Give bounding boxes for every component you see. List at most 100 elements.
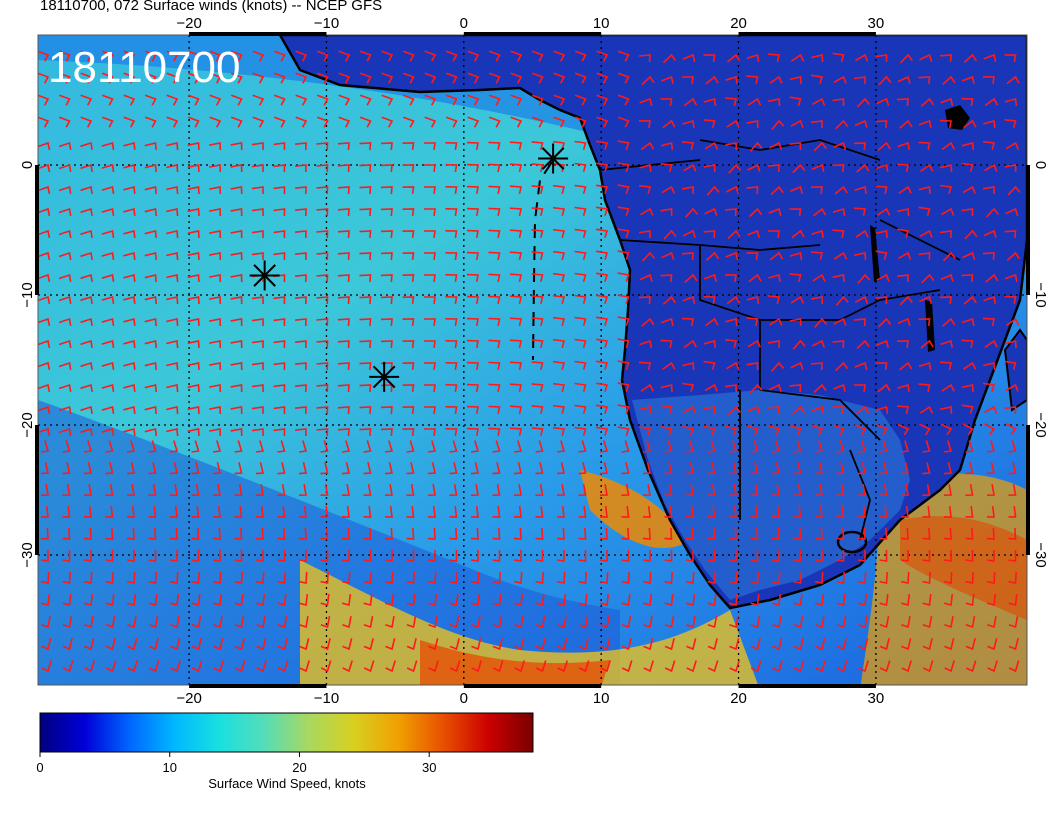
wind-barb bbox=[707, 616, 718, 629]
wind-barb bbox=[273, 384, 286, 393]
wind-barb bbox=[746, 252, 759, 261]
wind-barb bbox=[62, 616, 73, 629]
wind-barb bbox=[943, 571, 953, 584]
wind-barb bbox=[918, 252, 931, 261]
wind-barb bbox=[187, 252, 200, 261]
wind-barb bbox=[728, 506, 737, 518]
wind-barb bbox=[531, 116, 544, 128]
wind-barb bbox=[40, 484, 49, 496]
wind-barb bbox=[939, 119, 952, 129]
wind-barb bbox=[38, 207, 51, 217]
wind-barb bbox=[380, 164, 393, 173]
wind-barb bbox=[875, 405, 889, 415]
wind-barb bbox=[402, 340, 415, 349]
wind-barb bbox=[899, 119, 913, 129]
wind-barb bbox=[553, 272, 566, 283]
wind-barb bbox=[191, 484, 200, 496]
wind-barb bbox=[509, 361, 522, 370]
wind-barb bbox=[169, 484, 178, 496]
wind-barb bbox=[170, 638, 181, 651]
wind-barb bbox=[123, 50, 136, 62]
wind-barb bbox=[898, 251, 912, 260]
wind-barb bbox=[768, 164, 780, 173]
wind-barb bbox=[922, 550, 931, 562]
wind-barb bbox=[209, 428, 222, 437]
wind-barb bbox=[449, 462, 458, 475]
wind-barb bbox=[703, 339, 717, 349]
wind-barb bbox=[921, 273, 935, 284]
wind-barb bbox=[684, 273, 698, 283]
wind-barb bbox=[664, 660, 676, 673]
wind-barb bbox=[427, 462, 436, 475]
wind-barb bbox=[875, 362, 888, 371]
wind-barb bbox=[621, 594, 631, 607]
wind-barb bbox=[492, 462, 501, 475]
wind-barb bbox=[166, 384, 179, 393]
frame-bar-top bbox=[189, 32, 327, 36]
wind-barb bbox=[793, 527, 802, 540]
wind-barb bbox=[191, 550, 200, 562]
wind-barb bbox=[40, 440, 50, 453]
wind-barb bbox=[940, 423, 953, 436]
wind-barb bbox=[724, 384, 737, 393]
wind-barb bbox=[1008, 594, 1018, 607]
wind-barb bbox=[337, 142, 350, 151]
wind-barb bbox=[1007, 185, 1021, 196]
wind-barb bbox=[380, 296, 393, 305]
wind-barb bbox=[918, 141, 931, 151]
wind-barb bbox=[123, 273, 136, 282]
wind-barb bbox=[449, 506, 458, 518]
wind-barb bbox=[900, 462, 909, 475]
wind-barb bbox=[62, 660, 74, 673]
wind-barb bbox=[965, 571, 974, 584]
wind-barb bbox=[750, 484, 759, 496]
wind-barb bbox=[148, 594, 158, 607]
wind-barb bbox=[359, 384, 372, 393]
wind-barb bbox=[682, 76, 694, 85]
wind-barb bbox=[918, 186, 931, 195]
wind-barb bbox=[320, 462, 329, 475]
wind-barb bbox=[83, 506, 92, 518]
wind-barb bbox=[295, 428, 307, 437]
wind-barb bbox=[123, 116, 136, 128]
wind-barb bbox=[466, 405, 479, 415]
wind-barb bbox=[703, 360, 716, 370]
wind-barb bbox=[617, 228, 630, 238]
wind-barb bbox=[706, 185, 720, 196]
wind-barb bbox=[170, 660, 181, 673]
wind-barb bbox=[80, 50, 93, 62]
map-panel: 18110700 bbox=[35, 32, 1030, 688]
wind-barb bbox=[230, 406, 243, 415]
wind-barb bbox=[642, 484, 651, 496]
wind-barb bbox=[509, 185, 522, 194]
wind-barb bbox=[273, 406, 286, 415]
wind-barb bbox=[875, 250, 888, 260]
colorbar-label: Surface Wind Speed, knots bbox=[208, 776, 366, 791]
wind-barb bbox=[38, 251, 51, 261]
wind-barb bbox=[341, 462, 350, 475]
wind-barb bbox=[557, 660, 568, 673]
wind-barb bbox=[1006, 75, 1020, 85]
wind-barb bbox=[234, 462, 243, 475]
wind-barb bbox=[962, 185, 976, 194]
wind-barb bbox=[746, 425, 759, 436]
wind-barb bbox=[814, 571, 824, 584]
wind-barb bbox=[488, 72, 501, 84]
wind-barb bbox=[41, 638, 52, 651]
wind-barb bbox=[148, 440, 157, 453]
wind-barb bbox=[58, 185, 72, 195]
wind-barb bbox=[449, 594, 459, 607]
wind-barb bbox=[509, 207, 522, 216]
wind-barb bbox=[166, 296, 179, 305]
wind-barb bbox=[234, 616, 245, 629]
wind-band-strong-south bbox=[300, 560, 759, 685]
wind-barb bbox=[750, 506, 759, 518]
wind-barb bbox=[768, 141, 783, 150]
wind-barb bbox=[574, 404, 587, 414]
wind-barb bbox=[488, 185, 501, 195]
wind-barb bbox=[747, 229, 760, 238]
wind-barb bbox=[728, 527, 737, 540]
wind-barb bbox=[38, 163, 51, 173]
wind-barb bbox=[488, 405, 501, 415]
